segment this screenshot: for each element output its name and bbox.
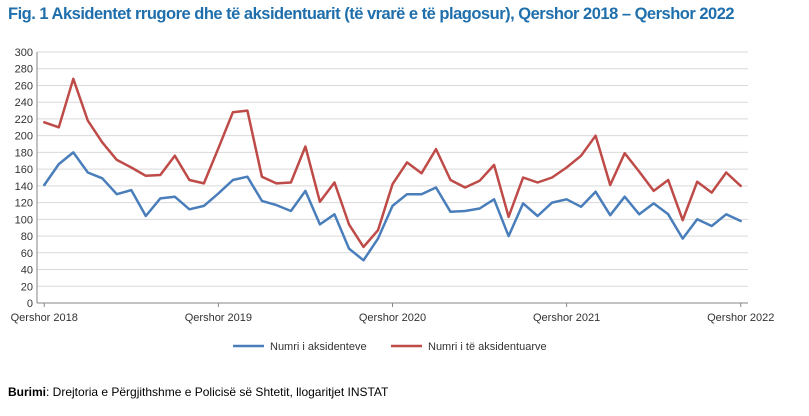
y-tick-label: 100	[15, 214, 33, 226]
y-tick-label: 40	[21, 265, 33, 277]
y-tick-label: 160	[15, 164, 33, 176]
x-tick-label: Qershor 2021	[533, 312, 600, 324]
source-label: Burimi	[8, 385, 47, 399]
y-tick-label: 20	[21, 281, 33, 293]
y-tick-label: 200	[15, 131, 33, 143]
chart-title: Fig. 1 Aksidentet rrugore dhe të aksiden…	[8, 5, 735, 23]
gridlines	[37, 51, 748, 304]
x-tick-label: Qershor 2018	[11, 312, 78, 324]
y-axis-ticks: 0 20 40 60 80 100 120 140 160 180 200 220 240 260 280 3…	[15, 47, 33, 310]
x-tick-label: Qershor 2020	[359, 312, 426, 324]
legend: Numri i aksidenteve Numri i të aksidentua…	[233, 341, 547, 353]
x-tick-label: Qershor 2022	[707, 312, 774, 324]
y-tick-label: 140	[15, 181, 33, 193]
y-tick-label: 80	[21, 231, 33, 243]
y-tick-label: 60	[21, 248, 33, 260]
line-chart: 0 20 40 60 80 100 120 140 160 180 200 220 240 260 280 3…	[11, 47, 775, 353]
y-tick-label: 300	[15, 47, 33, 59]
y-tick-label: 280	[15, 64, 33, 76]
series-line-1	[43, 151, 742, 262]
y-tick-label: 120	[15, 198, 33, 210]
series-lines	[43, 77, 742, 262]
x-tick-label: Qershor 2019	[185, 312, 252, 324]
y-tick-label: 180	[15, 147, 33, 159]
x-axis: Qershor 2018 Qershor 2019 Qershor 2020 Qers…	[11, 52, 774, 324]
y-tick-label: 220	[15, 114, 33, 126]
legend-label-1: Numri i aksidenteve	[270, 341, 367, 353]
source-note: Burimi: Drejtoria e Përgjithshme e Polic…	[8, 385, 388, 399]
series-line-2	[43, 77, 742, 249]
y-tick-label: 260	[15, 80, 33, 92]
y-tick-label: 240	[15, 97, 33, 109]
legend-label-2: Numri i të aksidentuarve	[428, 341, 547, 353]
y-tick-label: 0	[27, 298, 33, 310]
source-text: : Drejtoria e Përgjithshme e Policisë së…	[46, 385, 389, 399]
